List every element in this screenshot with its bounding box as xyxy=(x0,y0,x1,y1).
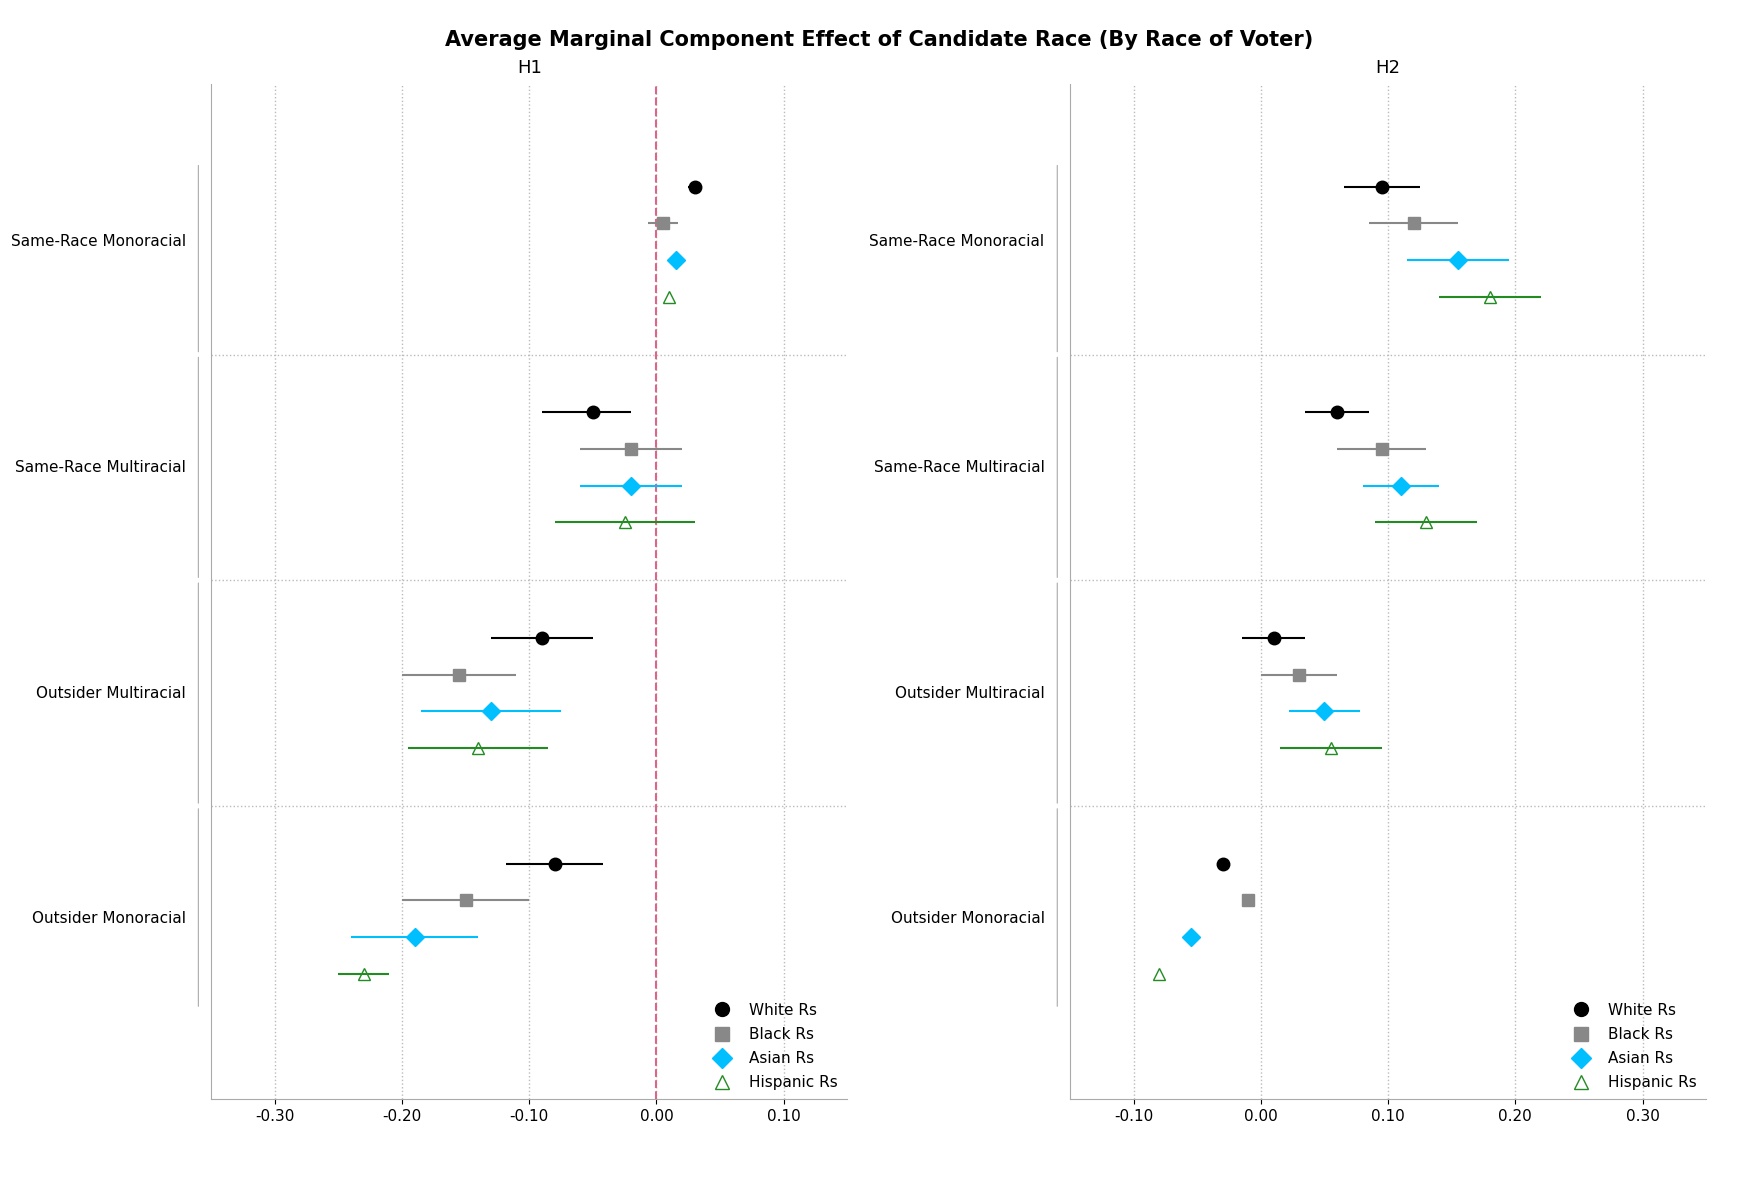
Text: Outsider Multiracial: Outsider Multiracial xyxy=(895,686,1045,700)
Text: Same-Race Monoracial: Same-Race Monoracial xyxy=(11,234,186,249)
Legend: White Rs, Black Rs, Asian Rs, Hispanic Rs: White Rs, Black Rs, Asian Rs, Hispanic R… xyxy=(1560,997,1703,1096)
Text: Outsider Monoracial: Outsider Monoracial xyxy=(890,912,1045,926)
Text: Outsider Multiracial: Outsider Multiracial xyxy=(35,686,186,700)
Legend: White Rs, Black Rs, Asian Rs, Hispanic Rs: White Rs, Black Rs, Asian Rs, Hispanic R… xyxy=(700,997,844,1096)
Title: H1: H1 xyxy=(517,59,542,76)
Title: H2: H2 xyxy=(1376,59,1400,76)
Text: Average Marginal Component Effect of Candidate Race (By Race of Voter): Average Marginal Component Effect of Can… xyxy=(445,30,1314,50)
Text: Outsider Monoracial: Outsider Monoracial xyxy=(32,912,186,926)
Text: Same-Race Multiracial: Same-Race Multiracial xyxy=(874,460,1045,474)
Text: Same-Race Monoracial: Same-Race Monoracial xyxy=(869,234,1045,249)
Text: Same-Race Multiracial: Same-Race Multiracial xyxy=(14,460,186,474)
